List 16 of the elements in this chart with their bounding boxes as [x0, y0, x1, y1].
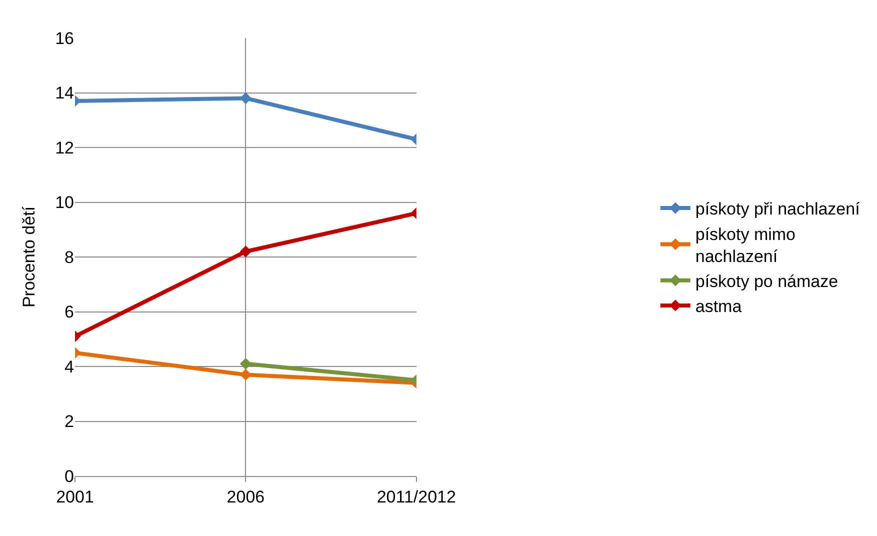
x-tick-label: 2006 — [226, 487, 265, 506]
y-tick-label: 14 — [55, 84, 74, 103]
y-tick-label: 12 — [55, 138, 74, 158]
x-tick-label: 2001 — [56, 487, 94, 506]
y-tick-label: 0 — [64, 466, 74, 486]
y-tick-label: 2 — [64, 412, 74, 432]
x-tick-label: 2011/2012 — [376, 487, 456, 506]
y-tick-label: 8 — [64, 248, 74, 267]
y-tick-label: 6 — [64, 302, 74, 322]
y-tick-label: 10 — [55, 193, 74, 212]
y-axis-title: Procento dětí — [20, 206, 39, 308]
legend-label: pískoty při nachlazení — [695, 200, 860, 219]
legend-label: pískoty po námaze — [695, 272, 838, 291]
y-tick-label: 4 — [64, 357, 74, 376]
legend-label: astma — [695, 297, 742, 316]
y-tick-label: 16 — [55, 28, 74, 48]
